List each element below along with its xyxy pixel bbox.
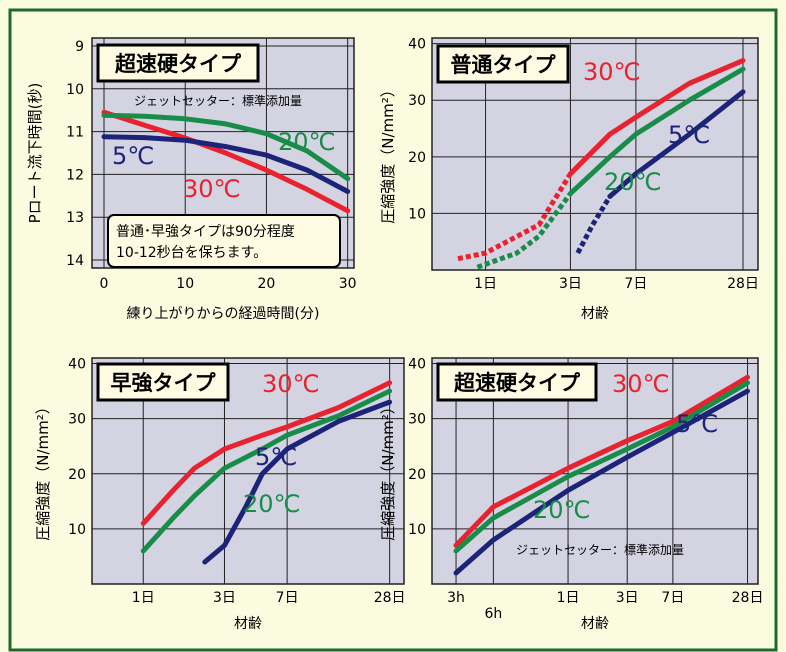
series-label: 30℃	[183, 175, 241, 203]
series-line-dashed	[575, 195, 613, 255]
series-label: 20℃	[278, 128, 336, 156]
chart-p_funnel: 0 10 20 30 9 10 11 12 13 14 超速硬タイプジェットセッター：標準添加量練り…	[26, 37, 357, 322]
series-label: 20℃	[243, 490, 301, 518]
y-tick-label: 9	[75, 39, 84, 55]
y-tick-label: 10	[408, 522, 426, 538]
series-line-dashed	[457, 172, 573, 262]
x-tick-label: 3h	[447, 590, 465, 606]
series-label: 5℃	[676, 410, 718, 438]
chart-title: 早強タイプ	[111, 371, 217, 395]
x-axis-label: 練り上がりからの経過時間(分)	[127, 306, 320, 322]
y-tick-label: 20	[408, 467, 426, 483]
x-tick-label: 1日	[557, 590, 580, 606]
chart-ultra: 3h 6h 1日 3日 7日 28日 10 20 30 40 超速硬タイプジェットセッター：標準添加…	[379, 357, 763, 632]
chart-title: 普通タイプ	[451, 53, 557, 77]
y-tick-label: 14	[66, 253, 84, 269]
series-label: 30℃	[262, 370, 320, 398]
y-tick-label: 30	[408, 93, 426, 109]
title-box	[436, 44, 570, 84]
x-tick-label: 3日	[616, 590, 639, 606]
x-tick-label: 7日	[624, 276, 647, 292]
series-line	[140, 388, 393, 554]
x-tick-label: 3日	[559, 276, 582, 292]
series-line	[101, 112, 351, 182]
x-axis-label: 材齢	[581, 616, 609, 632]
y-axis-label: Pロート流下時間(秒)	[26, 83, 44, 224]
y-tick-label: 10	[66, 82, 84, 98]
series-line	[453, 380, 750, 554]
x-tick-label: 7日	[661, 590, 684, 606]
y-tick-label: 40	[408, 357, 426, 373]
series-line	[453, 374, 750, 548]
y-tick-label: 40	[408, 37, 426, 53]
series-line	[101, 109, 351, 214]
chart-title: 超速硬タイプ	[454, 371, 581, 395]
y-tick-label: 13	[66, 210, 84, 226]
title-box	[96, 362, 230, 402]
x-tick-label: 30	[339, 276, 357, 292]
x-axis-label: 材齢	[234, 616, 262, 632]
y-tick-label: 10	[408, 206, 426, 222]
x-tick-label: 7日	[276, 590, 299, 606]
chart-title: 超速硬タイプ	[115, 52, 242, 76]
series-label: 5℃	[255, 443, 297, 471]
note-box	[107, 214, 341, 268]
chart-subtitle: ジェットセッター：標準添加量	[134, 93, 302, 108]
series-label: 30℃	[583, 58, 641, 86]
y-tick-label: 20	[408, 150, 426, 166]
y-tick-label: 12	[66, 167, 84, 183]
y-tick-label: 30	[408, 412, 426, 428]
x-tick-label: 20	[258, 276, 276, 292]
y-tick-label: 20	[68, 467, 86, 483]
title-box	[436, 362, 598, 402]
y-tick-label: 30	[68, 412, 86, 428]
y-tick-label: 40	[68, 357, 86, 373]
series-line	[453, 388, 750, 576]
y-axis-label: 圧縮強度（N/mm²）	[379, 399, 397, 541]
series-label: 5℃	[668, 121, 710, 149]
series-line	[140, 380, 393, 526]
series-line	[202, 399, 393, 565]
chart-subtitle: ジェットセッター：標準添加量	[516, 542, 684, 557]
title-box	[96, 43, 260, 83]
note-line: 普通･早強タイプは90分程度	[116, 224, 295, 240]
note-line: 10-12秒台を保ちます。	[116, 245, 267, 261]
series-line	[607, 89, 746, 199]
series-label: 30℃	[612, 370, 670, 398]
x-axis-label: 材齢	[581, 306, 609, 322]
series-line	[101, 134, 351, 194]
y-tick-label: 10	[68, 522, 86, 538]
series-label: 20℃	[604, 168, 662, 196]
y-axis-label: 圧縮強度（N/mm²）	[379, 82, 397, 224]
x-tick-label: 28日	[727, 276, 759, 292]
x-tick-label: 3日	[213, 590, 236, 606]
series-line-dashed	[476, 192, 573, 270]
x-tick-label: 28日	[374, 590, 406, 606]
x-tick-label: 10	[176, 276, 194, 292]
series-label: 20℃	[533, 496, 591, 524]
x-tick-label: 0	[100, 276, 109, 292]
x-tick-label: 6h	[484, 606, 502, 622]
y-tick-label: 11	[66, 125, 84, 141]
series-label: 5℃	[112, 142, 154, 170]
x-tick-label: 1日	[474, 276, 497, 292]
x-tick-label: 1日	[132, 590, 155, 606]
series-line	[567, 58, 746, 177]
y-axis-label: 圧縮強度（N/mm²）	[34, 399, 52, 541]
series-line	[567, 66, 746, 197]
x-tick-label: 28日	[732, 590, 764, 606]
